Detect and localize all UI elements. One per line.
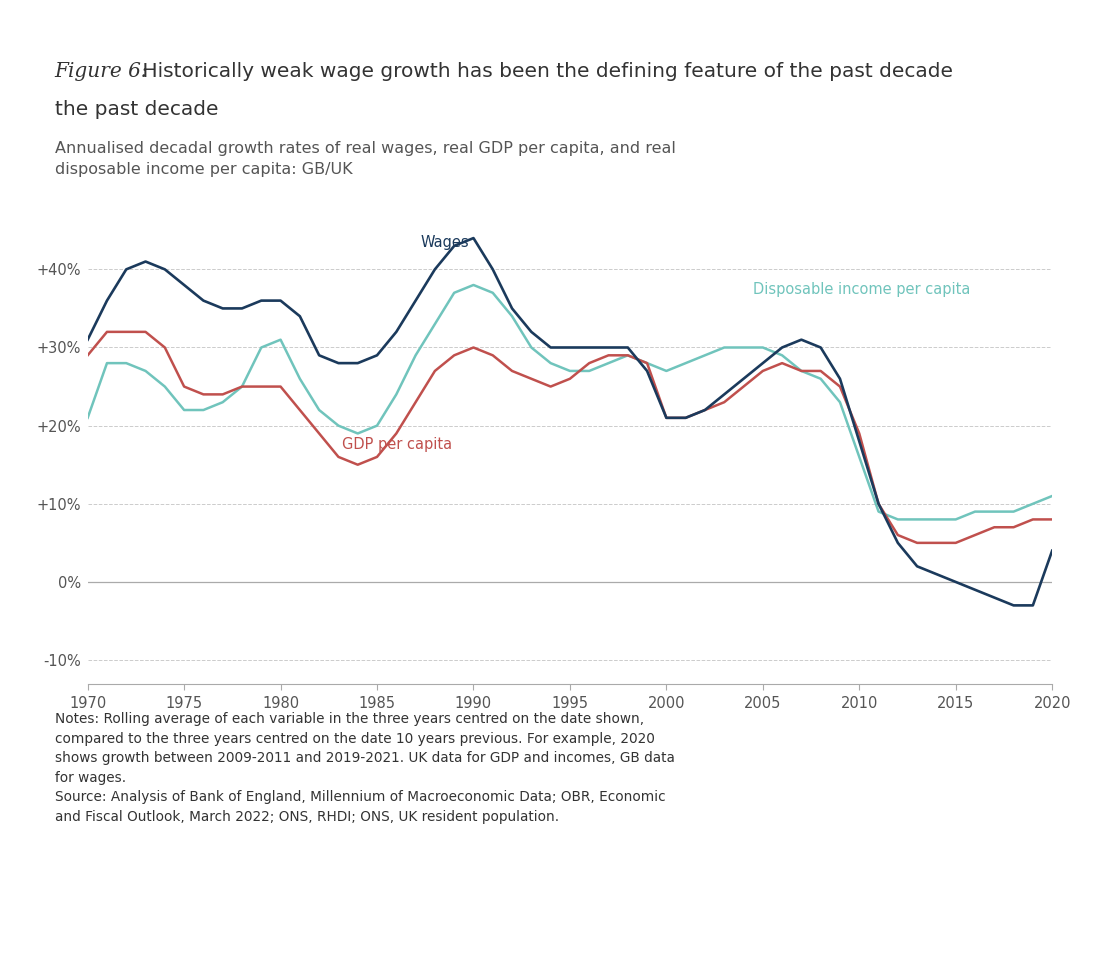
- Text: Notes: Rolling average of each variable in the three years centred on the date s: Notes: Rolling average of each variable …: [55, 712, 675, 824]
- Text: Wages: Wages: [420, 235, 469, 250]
- Text: the past decade: the past decade: [55, 100, 218, 120]
- Text: Annualised decadal growth rates of real wages, real GDP per capita, and real
dis: Annualised decadal growth rates of real …: [55, 141, 675, 177]
- Text: GDP per capita: GDP per capita: [342, 438, 453, 452]
- Text: Figure 6:: Figure 6:: [55, 62, 148, 81]
- Text: Historically weak wage growth has been the defining feature of the past decade: Historically weak wage growth has been t…: [136, 62, 952, 81]
- Text: Disposable income per capita: Disposable income per capita: [753, 282, 971, 296]
